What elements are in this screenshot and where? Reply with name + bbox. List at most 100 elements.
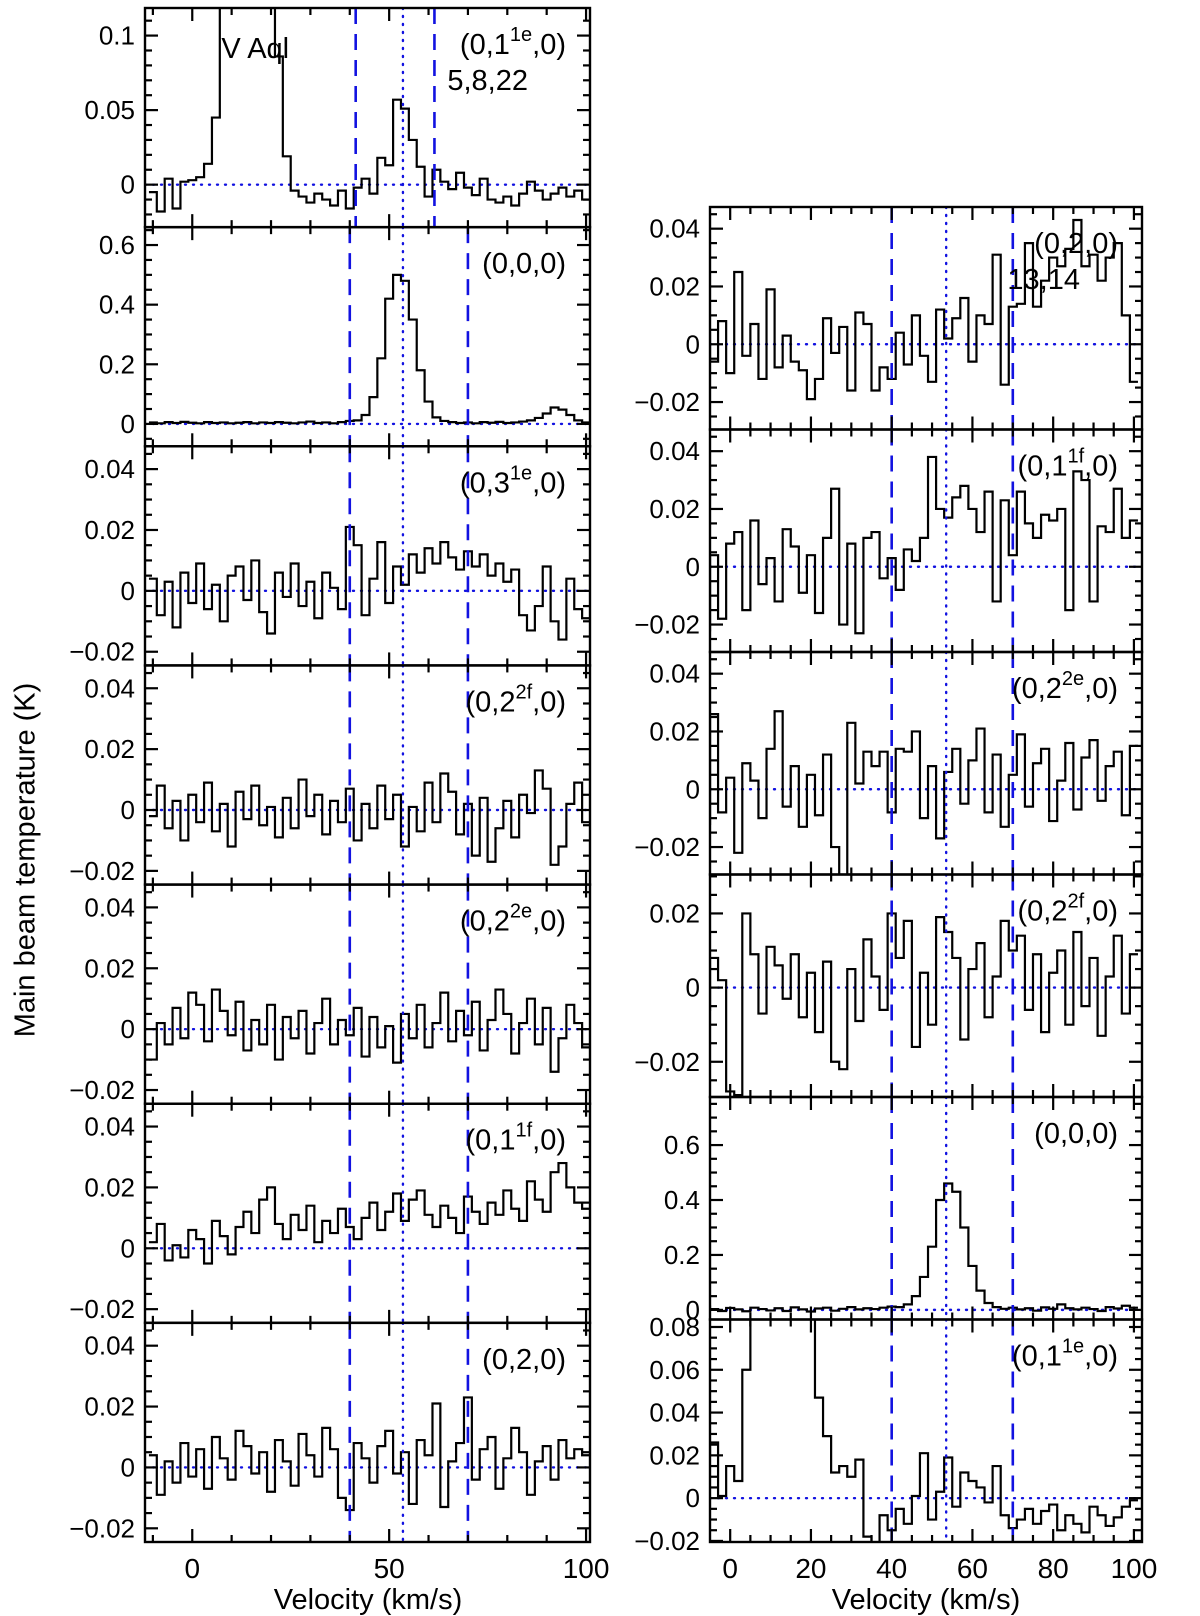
x-tick-label: 100 [1111,1553,1158,1584]
y-tick-label: 0.1 [99,21,135,51]
transition-label-R5: (0,0,0) [1034,1118,1118,1150]
y-tick-label: 0.02 [649,1440,700,1470]
x-tick-label: 40 [876,1553,907,1584]
panel-plot-area-L5 [145,884,590,1104]
panel-L4: −0.02 0 0.02 0.04 (0,22f​,0) [69,664,592,886]
transition-label-L4: (0,22f​,0) [465,681,566,718]
y-tick-label: 0 [121,409,135,439]
spectrum-histogram-R4 [710,912,1138,1097]
hyperfine-components-label: 5,8,22 [447,65,528,97]
y-tick-label: 0.04 [84,454,135,484]
y-tick-label: 0.02 [84,515,135,545]
y-tick-label: 0 [686,552,700,582]
spectrum-histogram-L1 [148,8,590,213]
y-tick-label: −0.02 [634,387,700,417]
y-tick-label: 0.02 [649,494,700,524]
y-tick-label: 0 [121,170,135,200]
y-tick-label: 0.4 [99,290,135,320]
y-tick-label: 0.6 [664,1130,700,1160]
panel-L6: −0.02 0 0.02 0.04 (0,11f​,0) [69,1102,592,1324]
source-name-label: V Aql [221,33,289,65]
y-tick-label: 0 [121,1233,135,1263]
y-tick-label: −0.02 [69,856,135,886]
y-tick-label: 0.02 [84,734,135,764]
transition-label-L5: (0,22e​,0) [460,901,566,938]
transition-label-R1: (0,2,0) [1034,228,1118,260]
y-tick-label: 0.02 [649,271,700,301]
y-tick-label: 0.02 [84,1392,135,1422]
y-tick-label: 0.05 [84,95,135,125]
panel-plot-area-L1 [145,8,590,228]
panel-L3: −0.02 0 0.02 0.04 (0,31e​,0) [69,445,592,667]
y-tick-label: −0.02 [634,610,700,640]
transition-label-L3: (0,31e​,0) [460,462,566,499]
x-tick-label: 50 [374,1553,405,1584]
spectrum-histogram-L6 [148,1161,590,1265]
y-tick-label: 0.08 [649,1312,700,1342]
y-tick-label: 0.04 [84,1331,135,1361]
y-tick-label: 0 [121,1452,135,1482]
y-tick-label: −0.02 [69,1075,135,1105]
panel-R6: −0.02 0 0.02 0.04 0.06 0.08 0 20 40 60 80 100 (0,11e… [634,1312,1158,1584]
panel-plot-area-L7 [145,1322,590,1543]
panel-plot-area-R6 [710,1319,1142,1542]
panel-L1: 0 0.05 0.1 (0,11e​,0) 5,8,22 V Aql [84,6,592,229]
spectrum-histogram-L3 [148,525,590,641]
x-tick-label: 0 [184,1553,200,1584]
transition-label-R3: (0,22e​,0) [1012,668,1118,705]
spectrum-histogram-L5 [148,988,590,1073]
transition-label-R2: (0,11f​,0) [1017,446,1118,483]
y-tick-label: −0.02 [69,1513,135,1543]
y-tick-label: 0 [121,576,135,606]
panel-plot-area-R5 [710,1097,1142,1320]
y-tick-label: 0 [686,1483,700,1513]
transition-label-L2: (0,0,0) [482,248,566,280]
x-tick-label: 60 [957,1553,988,1584]
transition-label-R4: (0,22f​,0) [1017,891,1118,928]
spectrum-histogram-R6 [710,1319,1138,1542]
y-tick-label: 0 [121,1014,135,1044]
spectrum-histogram-R2 [710,455,1138,635]
y-tick-label: 0 [686,1295,700,1325]
panel-plot-area-L4 [145,665,590,885]
y-tick-label: 0.02 [84,1172,135,1202]
transition-label-L7: (0,2,0) [482,1344,566,1376]
panel-frame [143,1321,592,1544]
panel-frame [708,1318,1144,1544]
y-tick-label: 0 [121,795,135,825]
panel-R5: 0 0.2 0.4 0.6 (0,0,0) [664,1095,1144,1325]
y-tick-label: −0.02 [69,1294,135,1324]
y-tick-label: −0.02 [69,637,135,667]
y-tick-label: 0.04 [84,1112,135,1142]
x-tick-label: 80 [1038,1553,1069,1584]
spectrum-histogram-L7 [148,1396,590,1512]
y-tick-label: −0.02 [634,832,700,862]
y-tick-label: 0.04 [649,659,700,689]
x-axis-title-right: Velocity (km/s) [831,1584,1021,1616]
y-tick-label: 0.04 [84,673,135,703]
panel-R1: −0.02 0 0.02 0.04 (0,2,0) 13,14 [634,205,1144,431]
spectrum-histogram-L4 [148,769,590,866]
y-tick-label: 0.02 [649,716,700,746]
transition-label-L1: (0,11e​,0) [460,24,566,61]
x-tick-label: 20 [795,1553,826,1584]
y-tick-label: 0.02 [649,898,700,928]
panel-plot-area-L3 [145,446,590,666]
y-tick-label: 0.2 [99,349,135,379]
y-tick-label: 0.02 [84,953,135,983]
y-axis-title: Main beam temperature (K) [9,682,42,1038]
panel-plot-area-R2 [710,429,1142,652]
y-tick-label: 0.4 [664,1185,700,1215]
y-tick-label: 0.04 [649,214,700,244]
panel-L7: −0.02 0 0.02 0.04 0 50 100 (0,2,0) [69,1321,609,1584]
y-tick-label: 0.04 [649,1398,700,1428]
panel-plot-area-L6 [145,1103,590,1323]
panel-R2: −0.02 0 0.02 0.04 (0,11f​,0) [634,428,1144,654]
x-tick-label: 0 [722,1553,738,1584]
transition-label-R6: (0,11e​,0) [1012,1336,1118,1373]
panel-plot-area-R3 [710,652,1142,875]
y-tick-label: −0.02 [634,1526,700,1556]
y-tick-label: 0.04 [649,436,700,466]
panel-R4: −0.02 0 0.02 (0,22f​,0) [634,873,1144,1099]
